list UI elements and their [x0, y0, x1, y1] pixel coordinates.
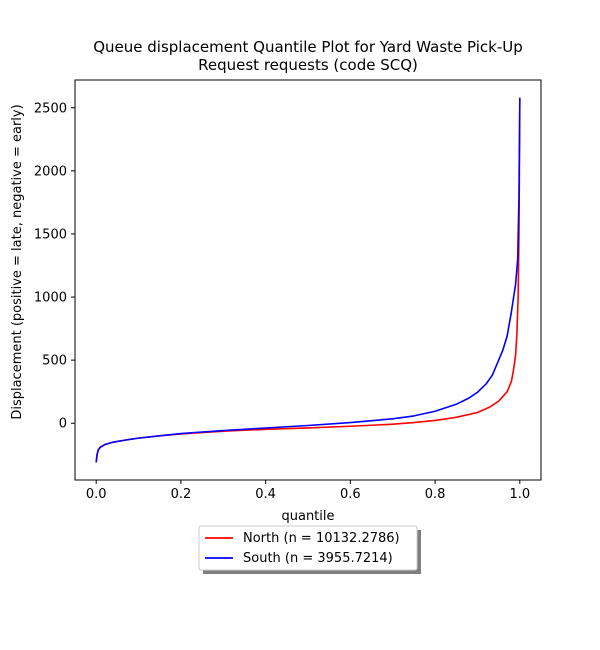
y-tick-label: 0: [59, 417, 67, 432]
y-tick-label: 2500: [34, 101, 67, 116]
y-tick-label: 1000: [34, 291, 67, 306]
x-tick-label: 0.0: [86, 487, 107, 502]
legend-box: [198, 525, 418, 571]
x-tick-label: 0.2: [171, 487, 192, 502]
series-line-north: [95, 100, 521, 463]
plot-frame: [74, 79, 542, 481]
x-tick-label: 0.4: [255, 487, 276, 502]
x-axis-label: quantile: [281, 509, 334, 524]
x-tick-label: 1.0: [509, 487, 530, 502]
y-tick-label: 1500: [34, 227, 67, 242]
chart-title-line-2: Request requests (code SCQ): [198, 56, 418, 74]
legend-label-north: North (n = 10132.2786): [243, 531, 400, 546]
y-axis-label: Displacement (positive = late, negative …: [10, 104, 25, 419]
legend: North (n = 10132.2786) South (n = 3955.7…: [198, 525, 421, 574]
x-tick-label: 0.8: [425, 487, 446, 502]
series-layer: [95, 97, 521, 463]
series-line-south: [95, 97, 521, 463]
x-tick-label: 0.6: [340, 487, 361, 502]
y-tick-label: 500: [42, 354, 67, 369]
legend-label-south: South (n = 3955.7214): [243, 551, 393, 566]
y-axis-ticks: 0 500 1000 1500 2000 2500: [34, 101, 75, 432]
chart-title-line-1: Queue displacement Quantile Plot for Yar…: [93, 38, 523, 56]
x-axis-ticks: 0.0 0.2 0.4 0.6 0.8 1.0: [86, 480, 530, 502]
y-tick-label: 2000: [34, 164, 67, 179]
